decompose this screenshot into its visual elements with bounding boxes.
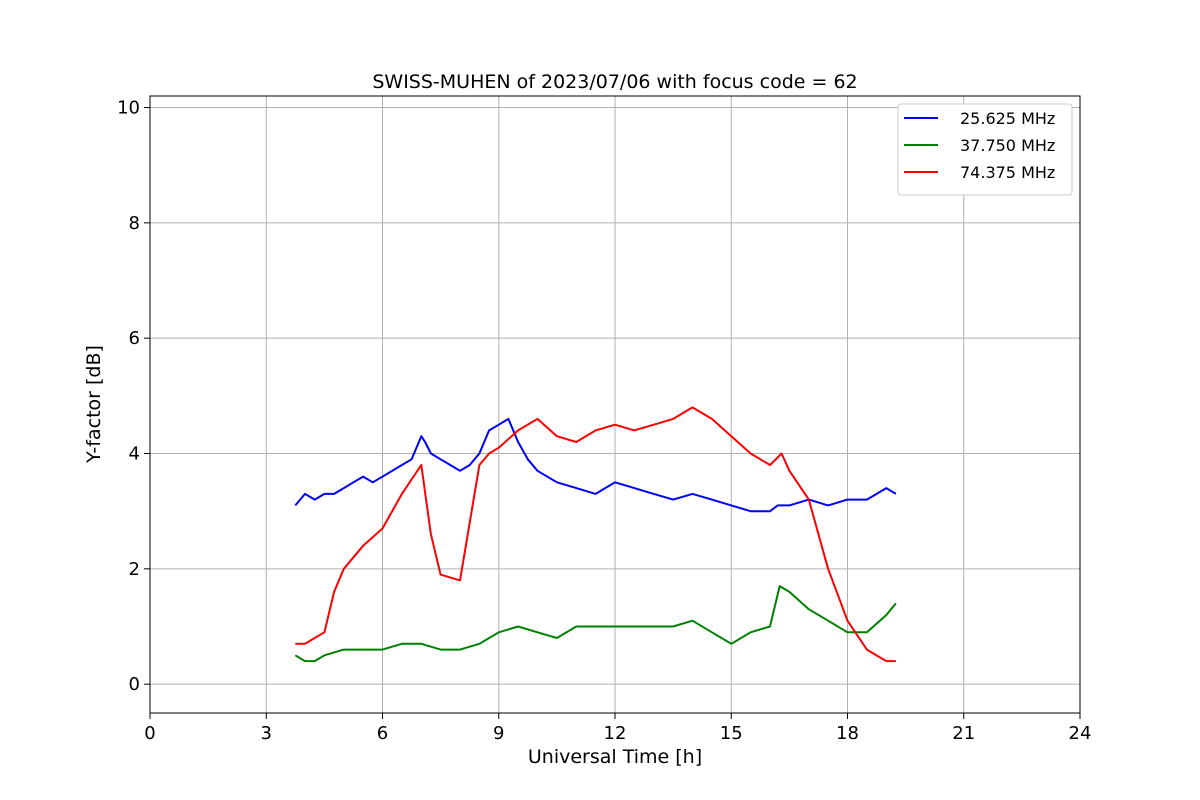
x-tick-label: 0: [144, 723, 155, 744]
y-tick-label: 8: [129, 213, 140, 234]
series-line-2: [294, 585, 897, 663]
y-tick-label: 6: [129, 328, 140, 349]
x-axis-label: Universal Time [h]: [528, 746, 702, 768]
chart-title: SWISS-MUHEN of 2023/07/06 with focus cod…: [372, 71, 857, 93]
x-tick-label: 6: [377, 723, 388, 744]
series-group: [294, 406, 897, 663]
series-line-1: [294, 417, 897, 513]
x-tick-label: 12: [604, 723, 627, 744]
legend-label: 37.750 MHz: [960, 136, 1055, 155]
x-tick-label: 21: [952, 723, 975, 744]
legend-label: 25.625 MHz: [960, 109, 1055, 128]
y-tick-label: 10: [117, 98, 140, 119]
y-tick-label: 2: [129, 559, 140, 580]
series-line-3: [295, 406, 896, 663]
y-tick-label: 4: [129, 444, 140, 465]
x-tick-label: 3: [261, 723, 272, 744]
legend-box: [897, 103, 1073, 196]
legend: 25.625 MHz 37.750 MHz 74.375 MHz: [897, 103, 1073, 196]
x-tick-label: 9: [493, 723, 504, 744]
x-tick-label: 24: [1069, 723, 1092, 744]
y-tick-label: 0: [129, 674, 140, 695]
y-axis-label: Y-factor [dB]: [83, 345, 105, 464]
legend-label: 74.375 MHz: [960, 163, 1055, 182]
x-tick-label: 15: [720, 723, 743, 744]
x-tick-label: 18: [836, 723, 859, 744]
